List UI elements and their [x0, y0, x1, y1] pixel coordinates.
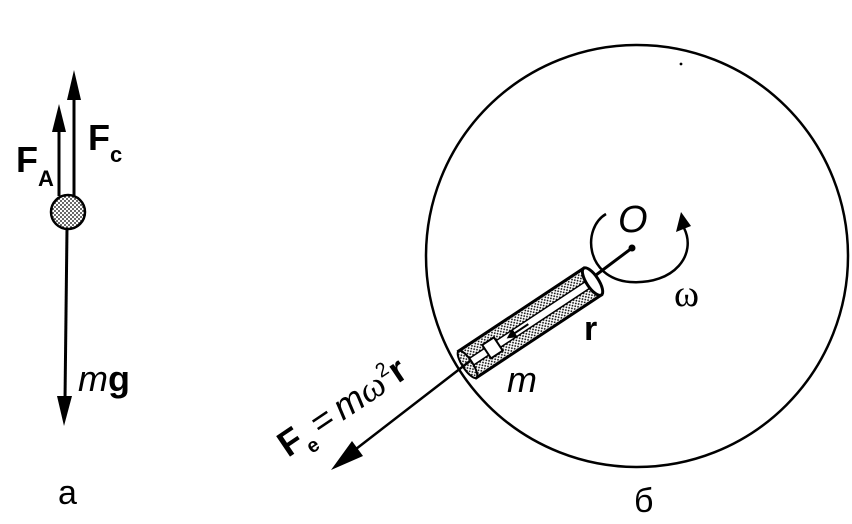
archimedes-force-label: FA: [16, 139, 54, 191]
center-label: O: [618, 199, 648, 241]
omega-label: ω: [674, 273, 699, 315]
centrifugal-force-formula: Fe=mω2r: [270, 349, 418, 471]
tube: [456, 266, 605, 380]
caption-a: а: [58, 474, 77, 512]
panel-a: FA Fc mg а: [16, 70, 130, 512]
center-point: [628, 244, 636, 252]
radius-label: r: [584, 310, 597, 348]
speck: [679, 62, 683, 66]
gravity-label: mg: [78, 358, 130, 399]
rotating-disk: [424, 43, 850, 469]
archimedes-force-arrow: [52, 104, 66, 196]
panel-b: O ω r m Fe=mω2r б: [270, 43, 850, 520]
rotation-arrow: [589, 212, 691, 284]
ball: [49, 193, 87, 231]
gravity-arrow: [57, 227, 72, 426]
drag-force-arrow: [67, 70, 81, 196]
caption-b: б: [634, 482, 653, 520]
mass-label: m: [507, 359, 537, 400]
centrifugal-force-arrow: [331, 360, 471, 470]
drag-force-label: Fc: [88, 117, 122, 167]
